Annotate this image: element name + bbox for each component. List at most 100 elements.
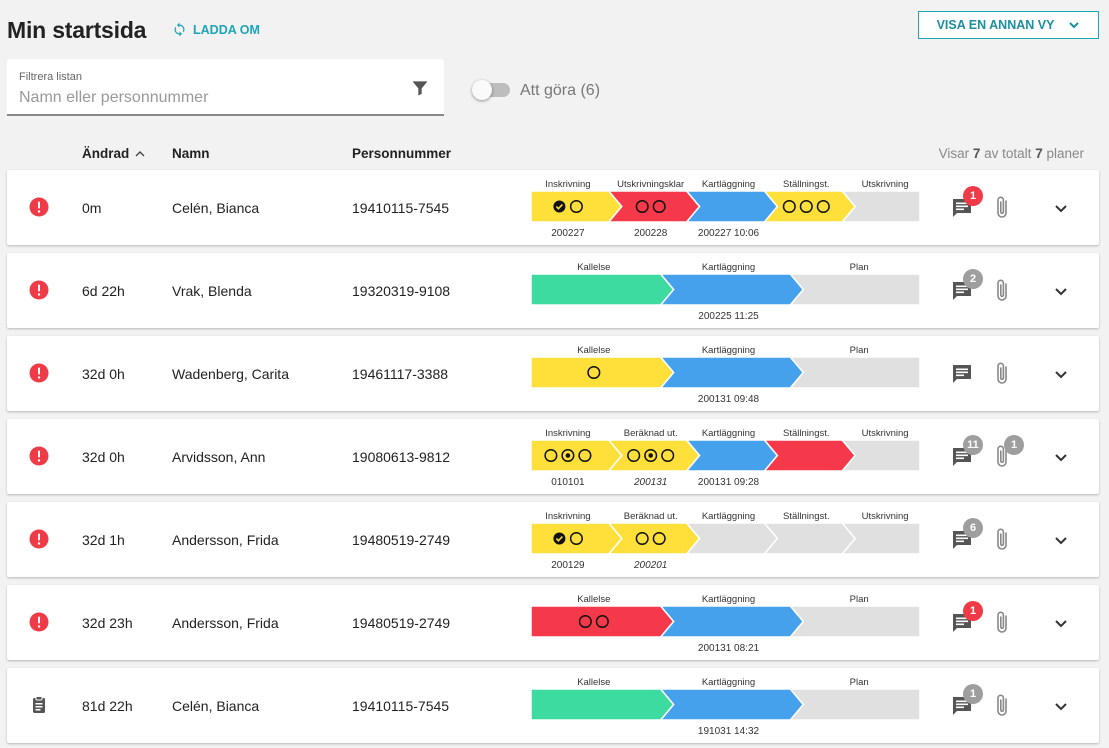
chevron-down-icon[interactable]: [1051, 530, 1071, 550]
flow-step[interactable]: Utskrivning: [840, 428, 921, 472]
flow-step-shape: [762, 439, 857, 472]
flow-step[interactable]: Kartläggning 200227 10:06: [684, 179, 779, 239]
flow-step-shape: [530, 190, 623, 223]
process-flow: Inskrivning 200227 Utskrivningsklar 200228 K…: [530, 179, 921, 239]
chevron-down-icon[interactable]: [1051, 696, 1071, 716]
comment-count-badge: 2: [963, 269, 983, 289]
flow-step-date: 200225 11:25: [698, 311, 759, 322]
flow-step[interactable]: Kartläggning 191031 14:32: [659, 677, 805, 737]
flow-step[interactable]: Utskrivningsklar 200228: [607, 179, 701, 239]
flow-step-shape: [788, 688, 921, 721]
flow-step-shape: [840, 439, 921, 472]
chevron-down-icon[interactable]: [1051, 198, 1071, 218]
row-changed: 6d 22h: [82, 283, 125, 299]
flow-step[interactable]: Plan: [788, 677, 921, 721]
chevron-down-icon[interactable]: [1051, 281, 1071, 301]
flow-step-label: Kartläggning: [702, 677, 755, 688]
flow-step-label: Kartläggning: [702, 511, 755, 522]
view-switch-button[interactable]: VISA EN ANNAN VY: [918, 11, 1099, 39]
row-personnummer: 19410115-7545: [352, 200, 450, 216]
flow-step[interactable]: Ställningst.: [762, 428, 857, 472]
flow-step[interactable]: Kallelse: [530, 345, 675, 389]
plan-row[interactable]: 32d 0h Arvidsson, Ann 19080613-9812 Inskriv…: [7, 419, 1099, 494]
filter-field[interactable]: Filtrera listan: [7, 59, 444, 116]
flow-step[interactable]: Beräknad ut. 200131: [607, 428, 701, 488]
chevron-down-icon[interactable]: [1051, 447, 1071, 467]
flow-step[interactable]: Kartläggning 200131 09:48: [659, 345, 805, 405]
flow-step-label: Kartläggning: [702, 179, 755, 190]
flow-step[interactable]: Kartläggning 200225 11:25: [659, 262, 805, 322]
chevron-down-icon[interactable]: [1051, 613, 1071, 633]
flow-step[interactable]: Inskrivning 200227: [530, 179, 623, 239]
paperclip-icon[interactable]: [993, 444, 1013, 470]
empty-circle-icon: [782, 199, 796, 214]
flow-step[interactable]: Inskrivning 200129: [530, 511, 623, 571]
row-name: Wadenberg, Carita: [172, 366, 289, 382]
flow-step[interactable]: Kartläggning 200131 09:28: [684, 428, 779, 488]
alert-icon: [29, 529, 49, 549]
empty-circle-icon: [635, 531, 649, 546]
empty-circle-icon: [587, 365, 601, 380]
plan-row[interactable]: 81d 22h Celén, Bianca 19410115-7545 Kallels…: [7, 668, 1099, 743]
flow-step-shape: [530, 356, 675, 389]
row-personnummer: 19480519-2749: [352, 615, 451, 631]
alert-icon: [29, 612, 49, 632]
paperclip-icon[interactable]: [993, 361, 1013, 387]
refresh-icon: [174, 22, 185, 37]
reload-button[interactable]: LADDA OM: [172, 22, 260, 37]
flow-step-shape: [530, 688, 675, 721]
todo-toggle-label: Att göra (6): [520, 82, 601, 99]
flow-step-shape: [788, 356, 921, 389]
paperclip-icon[interactable]: [993, 278, 1013, 304]
flow-step[interactable]: Kartläggning: [684, 511, 779, 555]
flow-step-shape: [684, 439, 779, 472]
reload-label: LADDA OM: [193, 22, 260, 37]
process-flow: Inskrivning 010101 Beräknad ut. 200131 Kartl…: [530, 428, 921, 488]
flow-step[interactable]: Plan: [788, 345, 921, 389]
flow-step[interactable]: Kartläggning 200131 08:21: [659, 594, 805, 654]
column-header-changed[interactable]: Ändrad: [82, 146, 145, 161]
flow-step[interactable]: Plan: [788, 262, 921, 306]
row-name: Arvidsson, Ann: [172, 449, 266, 465]
chevron-down-icon[interactable]: [1051, 364, 1071, 384]
flow-step[interactable]: Ställningst.: [762, 511, 857, 555]
todo-toggle[interactable]: [472, 80, 510, 100]
column-header-name[interactable]: Namn: [172, 146, 210, 161]
filter-icon[interactable]: [410, 78, 430, 98]
flow-step[interactable]: Utskrivning: [840, 179, 921, 223]
flow-step-shape: [684, 522, 779, 555]
flow-step[interactable]: Plan: [788, 594, 921, 638]
row-name: Celén, Bianca: [172, 698, 260, 714]
paperclip-icon[interactable]: [993, 195, 1013, 221]
paperclip-icon[interactable]: [993, 693, 1013, 719]
flow-step[interactable]: Inskrivning 010101: [530, 428, 623, 488]
comment-icon[interactable]: [949, 362, 975, 386]
paperclip-icon[interactable]: [993, 610, 1013, 636]
paperclip-icon[interactable]: [993, 527, 1013, 553]
plan-row[interactable]: 0m Celén, Bianca 19410115-7545 Inskrivning 2…: [7, 170, 1099, 245]
comment-count-badge: 1: [963, 186, 983, 206]
comment-count-badge: 11: [963, 435, 983, 455]
alert-icon: [29, 446, 49, 466]
plan-row[interactable]: 32d 23h Andersson, Frida 19480519-2749 Kall…: [7, 585, 1099, 660]
empty-circle-icon: [652, 531, 666, 546]
flow-step[interactable]: Kallelse: [530, 262, 675, 306]
plan-row[interactable]: 6d 22h Vrak, Blenda 19320319-9108 Kallelse K…: [7, 253, 1099, 328]
flow-step-date: 010101: [551, 477, 585, 488]
flow-step[interactable]: Kallelse: [530, 677, 675, 721]
flow-step[interactable]: Utskrivning: [840, 511, 921, 555]
dot-circle-icon: [561, 448, 575, 463]
flow-step[interactable]: Ställningst.: [762, 179, 857, 223]
plan-row[interactable]: 32d 1h Andersson, Frida 19480519-2749 Inskr…: [7, 502, 1099, 577]
flow-step-label: Kartläggning: [702, 262, 755, 273]
flow-step-shape: [607, 522, 701, 555]
flow-step-shape: [530, 605, 675, 638]
row-personnummer: 19410115-7545: [352, 698, 450, 714]
plan-row[interactable]: 32d 0h Wadenberg, Carita 19461117-3388 Kall…: [7, 336, 1099, 411]
column-header-personnummer[interactable]: Personnummer: [352, 146, 452, 161]
empty-circle-icon: [635, 199, 649, 214]
flow-step[interactable]: Kallelse: [530, 594, 675, 638]
filter-input[interactable]: [19, 87, 399, 109]
flow-step[interactable]: Beräknad ut. 200201: [607, 511, 701, 571]
check-circle-icon: [553, 532, 566, 545]
